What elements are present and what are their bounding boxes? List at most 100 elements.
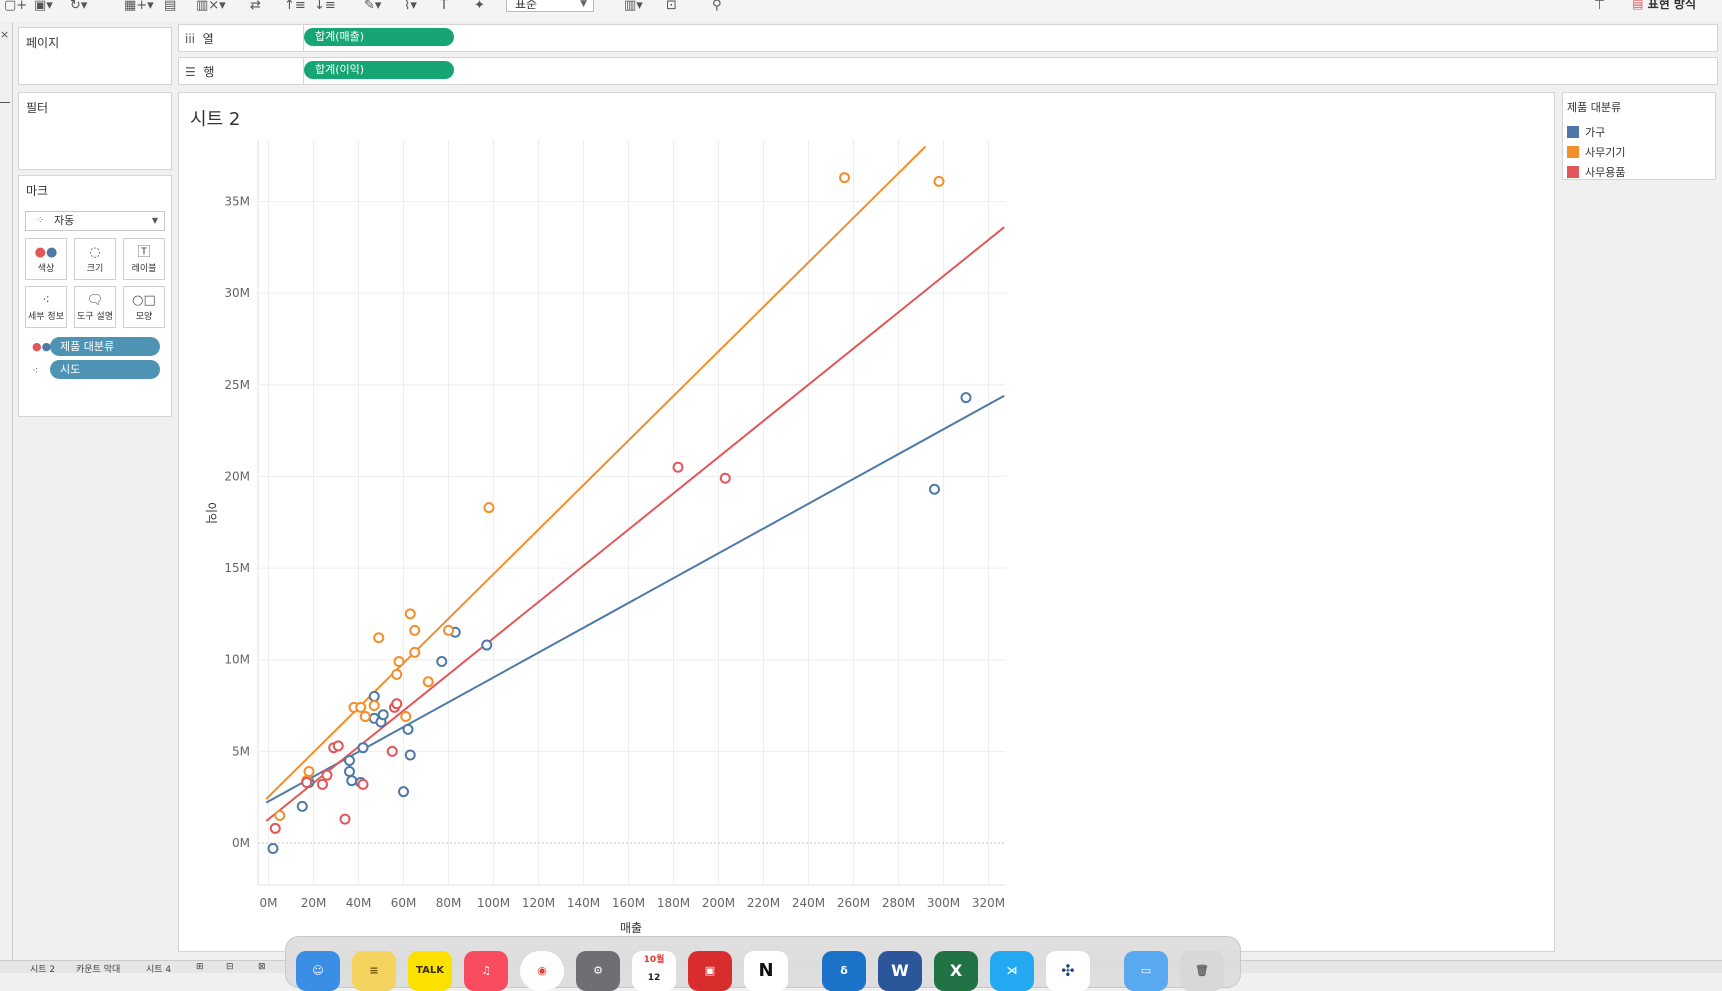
divider-handle-icon[interactable] — [0, 102, 10, 103]
close-icon[interactable]: × — [0, 28, 10, 41]
rows-pill[interactable]: 합계(이익) — [304, 61, 454, 79]
legend-swatch — [1567, 126, 1579, 138]
new-datasource-icon[interactable]: ▢+ — [4, 0, 28, 13]
sort-ascending-icon[interactable]: ↑≡ — [284, 0, 306, 13]
size-button-label: 크기 — [86, 264, 104, 274]
tooltip-icon: 🗨 — [86, 293, 104, 308]
notes-icon[interactable]: ≡ — [352, 951, 396, 991]
tooltip-button-label: 도구 설명 — [77, 312, 113, 322]
swap-axes-icon[interactable]: ⇄ — [250, 0, 261, 13]
new-dashboard-icon[interactable]: ⊟ — [226, 962, 234, 972]
detail-icon: ⁖ — [42, 293, 50, 308]
size-button[interactable]: ◌ 크기 — [74, 238, 116, 280]
mark-type-dropdown[interactable]: ⁘ 자동 ▼ — [25, 211, 165, 231]
mark-type-value: 자동 — [54, 214, 75, 227]
shape-button-label: 모양 — [135, 312, 153, 322]
color-encoding-icon: ●● — [32, 340, 52, 353]
excel-icon[interactable]: X — [934, 951, 978, 991]
photo-booth-icon[interactable]: ▣ — [688, 951, 732, 991]
legend-item[interactable]: 가구 — [1567, 124, 1605, 140]
detail-button[interactable]: ⁖ 세부 정보 — [25, 286, 67, 328]
rows-icon: ☰ — [185, 65, 196, 79]
pages-card-title: 페이지 — [26, 36, 60, 50]
detail-button-label: 세부 정보 — [28, 312, 64, 322]
marks-card-title: 마크 — [26, 184, 49, 198]
tooltip-button[interactable]: 🗨 도구 설명 — [74, 286, 116, 328]
rows-shelf-label: ☰ 행 — [185, 63, 214, 80]
toolbar: ▢+ ▣▾ ↻▾ ▦+▾ ▤ ▥×▾ ⇄ ↑≡ ↓≡ ✎▾ ⌇▾ T ✦ 표준 … — [0, 0, 1722, 22]
detail-encoding-icon: ⁖ — [32, 364, 39, 377]
system-settings-icon[interactable]: ⚙ — [576, 951, 620, 991]
chrome-icon[interactable]: ◉ — [520, 951, 564, 991]
color-button[interactable]: ●● 색상 — [25, 238, 67, 280]
music-icon[interactable]: ♫ — [464, 951, 508, 991]
pin-tool-icon[interactable]: ⊤ — [1594, 0, 1606, 13]
color-button-label: 색상 — [37, 264, 55, 274]
word-icon[interactable]: W — [878, 951, 922, 991]
pin-icon[interactable]: ✦ — [474, 0, 485, 13]
filters-card[interactable]: 필터 — [18, 92, 172, 170]
shape-icon: ○□ — [132, 293, 156, 308]
calendar-icon[interactable]: 10월 12 — [632, 951, 676, 991]
legend-title: 제품 대분류 — [1567, 101, 1622, 114]
vscode-icon[interactable]: ⋊ — [990, 951, 1034, 991]
sheet-tab[interactable]: 카운트 막대 — [76, 965, 121, 975]
chevron-down-icon: ▼ — [580, 0, 587, 9]
text-label-icon: 🅃 — [137, 245, 151, 260]
files-folder-icon[interactable]: ▭ — [1124, 951, 1168, 991]
new-worksheet-icon[interactable]: ▦+▾ — [124, 0, 154, 13]
chevron-down-icon: ▼ — [151, 216, 158, 225]
color-legend[interactable]: 제품 대분류 가구 사무기기 사무용품 — [1562, 92, 1716, 180]
legend-label: 가구 — [1585, 126, 1606, 139]
show-chart-icon[interactable]: ▥▾ — [624, 0, 643, 13]
legend-swatch — [1567, 146, 1579, 158]
filters-card-title: 필터 — [26, 101, 49, 115]
show-me-label: 표현 방식 — [1647, 0, 1696, 11]
sheet-view: 시트 2 — [178, 92, 1555, 952]
size-icon: ◌ — [89, 245, 101, 260]
shelf-divider — [303, 25, 304, 51]
sort-descending-icon[interactable]: ↓≡ — [314, 0, 336, 13]
legend-label: 사무용품 — [1585, 166, 1626, 179]
label-icon[interactable]: T — [440, 0, 448, 13]
pages-card[interactable]: 페이지 — [18, 27, 172, 85]
highlight-icon[interactable]: ✎▾ — [364, 0, 382, 13]
detail-field-pill[interactable]: 시도 — [50, 360, 160, 379]
kakaotalk-icon[interactable]: TALK — [408, 951, 452, 991]
presentation-icon[interactable]: ⊡ — [666, 0, 677, 13]
sheet-tab[interactable]: 시트 4 — [146, 965, 172, 975]
columns-icon: iii — [185, 32, 196, 46]
tableau-icon[interactable]: ✣ — [1046, 951, 1090, 991]
macos-dock: ☺ ≡ TALK ♫ ◉ ⚙ 10월 12 ▣ N δ W X ⋊ ✣ ▭ 🗑 — [285, 936, 1241, 991]
shape-button[interactable]: ○□ 모양 — [123, 286, 165, 328]
columns-shelf-label: iii 열 — [185, 30, 214, 47]
trash-icon[interactable]: 🗑 — [1180, 951, 1224, 991]
left-collapse-strip: × — [0, 22, 13, 962]
share-icon[interactable]: ⚲ — [712, 0, 722, 13]
dictionary-icon[interactable]: δ — [822, 951, 866, 991]
new-sheet-icon[interactable]: ⊞ — [196, 962, 204, 972]
label-button[interactable]: 🅃 레이블 — [123, 238, 165, 280]
columns-shelf-text: 열 — [202, 32, 214, 46]
shelf-divider — [303, 58, 304, 84]
color-field-pill[interactable]: 제품 대분류 — [50, 337, 160, 356]
legend-label: 사무기기 — [1585, 146, 1626, 159]
finder-icon[interactable]: ☺ — [296, 951, 340, 991]
notion-icon[interactable]: N — [744, 951, 788, 991]
legend-item[interactable]: 사무기기 — [1567, 144, 1625, 160]
sheet-tab[interactable]: 시트 2 — [30, 965, 56, 975]
save-icon[interactable]: ▣▾ — [34, 0, 53, 13]
columns-pill[interactable]: 합계(매출) — [304, 28, 454, 46]
rows-shelf-text: 행 — [203, 65, 215, 79]
duplicate-sheet-icon[interactable]: ▤ — [164, 0, 177, 13]
legend-item[interactable]: 사무용품 — [1567, 164, 1625, 180]
new-story-icon[interactable]: ⊠ — [258, 962, 266, 972]
show-me-button[interactable]: ▤ 표현 방식 — [1632, 0, 1696, 12]
redo-icon[interactable]: ↻▾ — [70, 0, 88, 13]
fit-select[interactable]: 표준 ▼ — [506, 0, 594, 12]
fit-select-value: 표준 — [515, 0, 538, 11]
group-icon[interactable]: ⌇▾ — [404, 0, 417, 13]
legend-swatch — [1567, 166, 1579, 178]
clear-sheet-icon[interactable]: ▥×▾ — [196, 0, 226, 13]
sheet-title: 시트 2 — [190, 109, 241, 130]
